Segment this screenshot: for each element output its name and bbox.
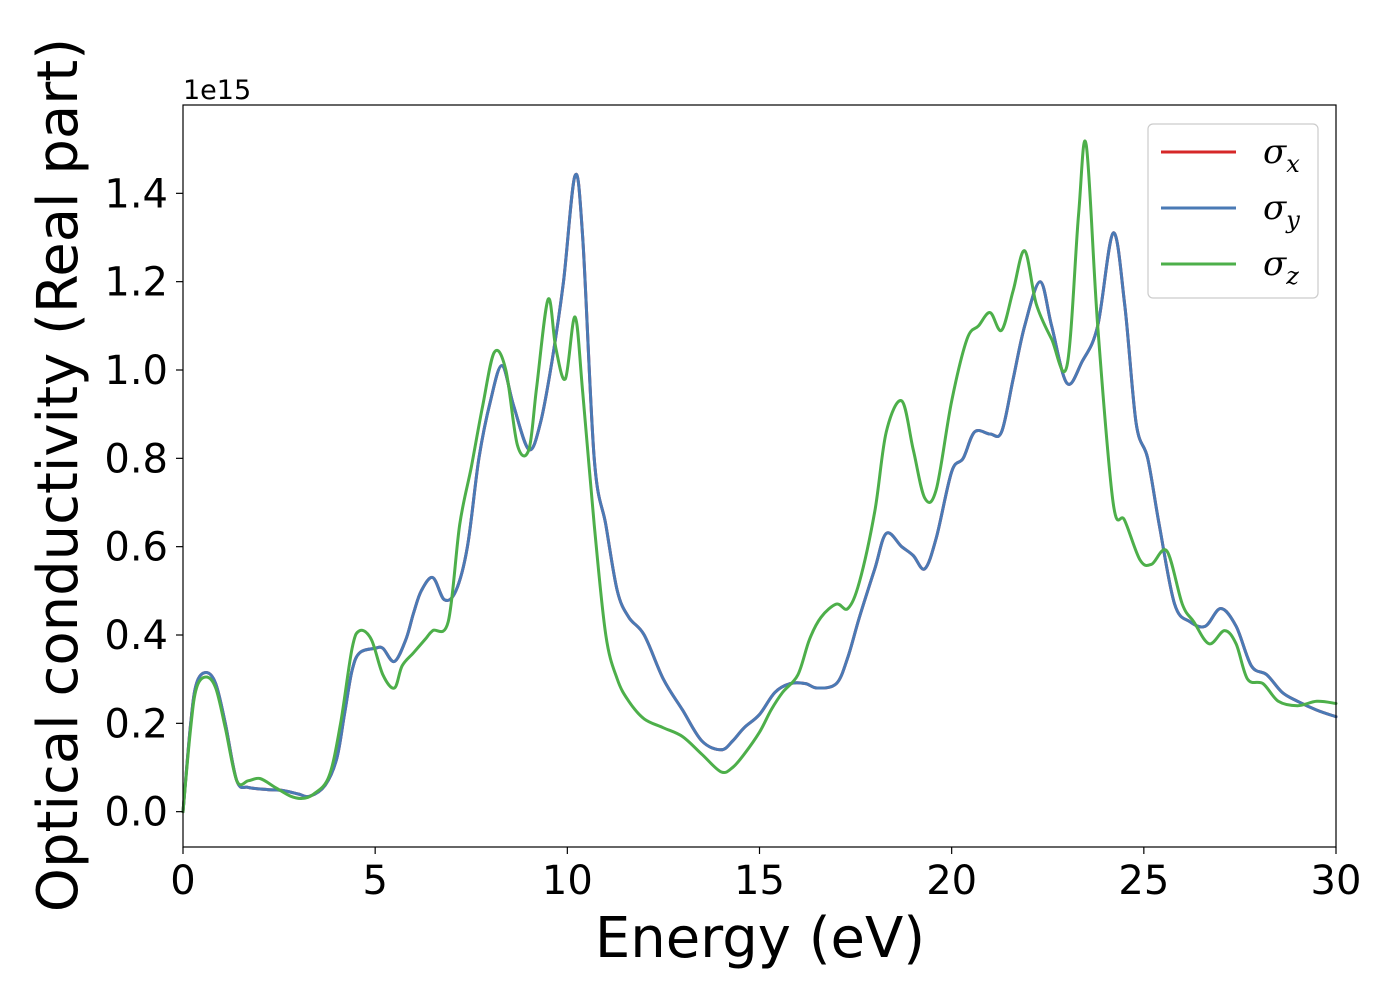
y-offset-label: 1e15 [183,75,251,106]
y-tick-label: 1.0 [104,348,168,394]
x-axis-label: Energy (eV) [595,906,925,971]
x-tick-label: 0 [170,858,195,904]
series-line-z [181,139,1338,814]
x-tick-label: 15 [734,858,785,904]
plot-lines [181,139,1338,814]
x-tick-label: 5 [362,858,387,904]
y-tick-label: 1.2 [104,260,168,306]
y-tick-label: 0.8 [104,436,168,482]
y-tick-label: 0.4 [104,613,168,659]
x-axis-ticks: 0 5 10 15 20 25 30 [170,847,1361,904]
series-line-y [181,172,1338,814]
y-tick-label: 0.0 [104,790,168,836]
y-tick-label: 0.6 [104,525,168,571]
x-tick-label: 10 [542,858,593,904]
y-axis-label: Optical conductivity (Real part) [26,38,91,912]
x-tick-label: 30 [1311,858,1362,904]
x-tick-label: 20 [926,858,977,904]
y-axis-ticks: 0.0 0.2 0.4 0.6 0.8 1.0 1.2 1.4 [104,171,183,836]
y-tick-label: 0.2 [104,701,168,747]
x-tick-label: 25 [1118,858,1169,904]
y-tick-label: 1.4 [104,171,168,217]
legend-frame [1147,123,1319,299]
